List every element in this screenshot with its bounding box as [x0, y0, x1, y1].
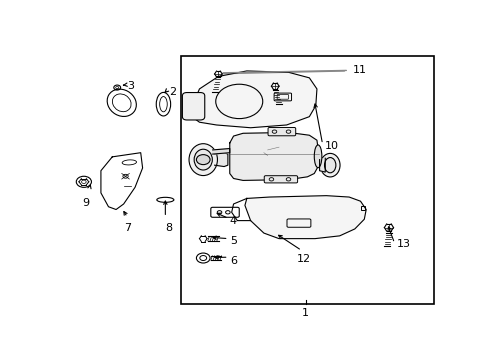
Text: 7: 7: [123, 223, 131, 233]
Ellipse shape: [194, 149, 212, 170]
Bar: [180, 56, 433, 304]
FancyBboxPatch shape: [264, 176, 297, 183]
Ellipse shape: [324, 158, 335, 173]
Text: 10: 10: [324, 141, 338, 151]
Circle shape: [196, 155, 210, 165]
Polygon shape: [191, 71, 316, 128]
Ellipse shape: [320, 153, 339, 177]
Text: 13: 13: [396, 239, 410, 249]
FancyBboxPatch shape: [182, 93, 204, 120]
Text: 2: 2: [169, 87, 176, 97]
Ellipse shape: [314, 145, 321, 168]
Text: 12: 12: [296, 254, 310, 264]
Text: 5: 5: [229, 237, 236, 246]
Polygon shape: [214, 153, 227, 167]
Polygon shape: [229, 132, 318, 180]
Polygon shape: [244, 195, 366, 239]
Polygon shape: [212, 149, 229, 154]
Text: 6: 6: [229, 256, 236, 266]
Text: 3: 3: [127, 81, 134, 91]
Text: 8: 8: [165, 223, 172, 233]
Ellipse shape: [189, 144, 217, 176]
Text: 4: 4: [229, 216, 236, 226]
Text: 11: 11: [352, 64, 366, 75]
Bar: [360, 206, 365, 210]
Polygon shape: [101, 153, 142, 210]
Polygon shape: [319, 158, 325, 172]
Text: 1: 1: [302, 308, 308, 318]
FancyBboxPatch shape: [267, 127, 295, 136]
Text: 9: 9: [82, 198, 89, 208]
